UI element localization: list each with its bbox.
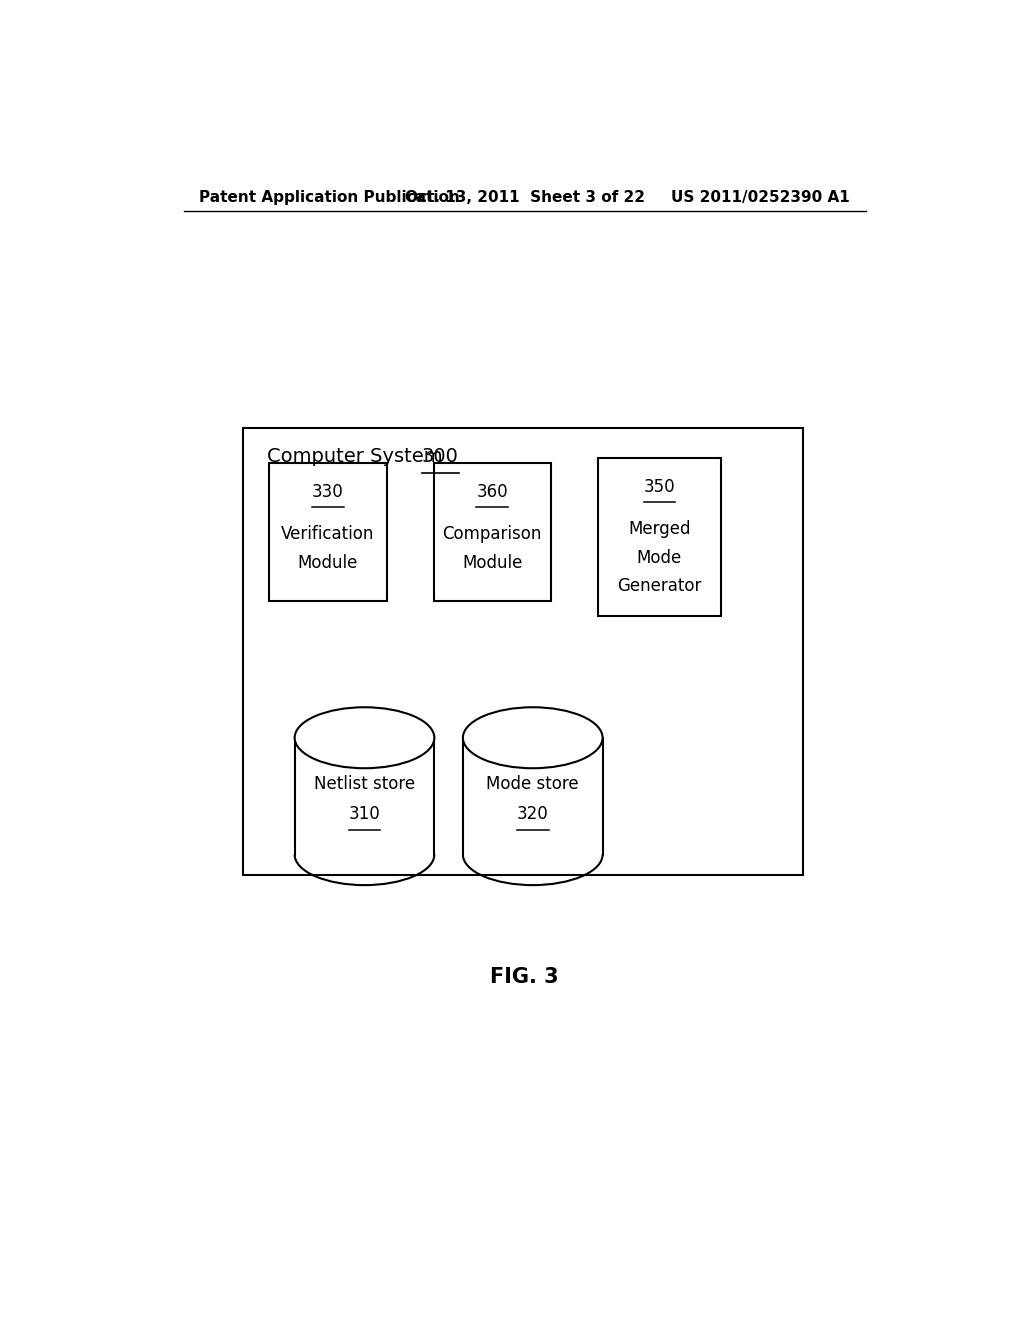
Text: Mode: Mode — [637, 549, 682, 566]
Text: 360: 360 — [476, 483, 508, 500]
Text: Oct. 13, 2011  Sheet 3 of 22: Oct. 13, 2011 Sheet 3 of 22 — [404, 190, 645, 205]
Bar — [463, 738, 602, 854]
Text: Comparison: Comparison — [442, 525, 542, 544]
Text: Verification: Verification — [282, 525, 375, 544]
Text: Module: Module — [462, 554, 522, 572]
Text: Module: Module — [298, 554, 358, 572]
Text: Merged: Merged — [628, 520, 690, 539]
Bar — [598, 458, 721, 615]
Text: Computer System: Computer System — [267, 446, 449, 466]
Bar — [269, 463, 387, 601]
Bar — [295, 738, 434, 854]
Text: 310: 310 — [348, 805, 380, 824]
Text: 320: 320 — [517, 805, 549, 824]
Text: 330: 330 — [312, 483, 344, 500]
Text: 350: 350 — [643, 478, 675, 496]
Text: Generator: Generator — [617, 577, 701, 595]
Ellipse shape — [295, 708, 434, 768]
Text: 300: 300 — [422, 446, 459, 466]
Bar — [243, 428, 803, 875]
Text: Patent Application Publication: Patent Application Publication — [200, 190, 460, 205]
Text: US 2011/0252390 A1: US 2011/0252390 A1 — [672, 190, 850, 205]
Ellipse shape — [463, 708, 602, 768]
Text: Netlist store: Netlist store — [314, 775, 415, 793]
Text: FIG. 3: FIG. 3 — [490, 966, 559, 986]
Bar — [433, 463, 551, 601]
Text: Mode store: Mode store — [486, 775, 579, 793]
